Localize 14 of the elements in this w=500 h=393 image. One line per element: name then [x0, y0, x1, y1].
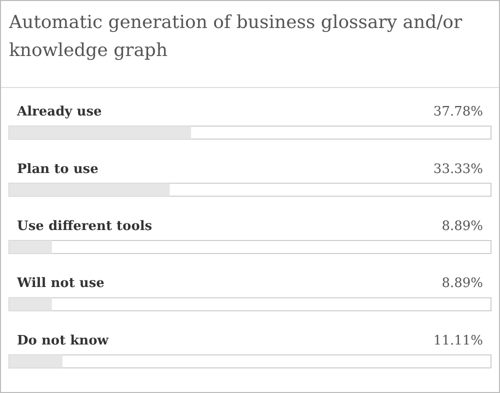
data-label: 33.33%: [433, 162, 483, 177]
data-label: 11.11%: [433, 333, 483, 348]
data-label: 37.78%: [433, 104, 483, 120]
y-tick-label: Plan to use: [17, 162, 98, 177]
y-tick-label: Use different tools: [17, 219, 152, 234]
y-tick-label: Will not use: [16, 276, 104, 292]
y-tick-label: Already use: [16, 104, 102, 120]
bar: [9, 354, 63, 368]
data-label: 8.89%: [442, 219, 483, 234]
data-label: 8.89%: [442, 276, 483, 292]
bar: [9, 298, 52, 311]
chart-title: Automatic generation of business glossary and/or knowledge graph: [1, 1, 499, 88]
y-tick-label: Do not know: [17, 333, 110, 348]
bar: [9, 240, 52, 254]
